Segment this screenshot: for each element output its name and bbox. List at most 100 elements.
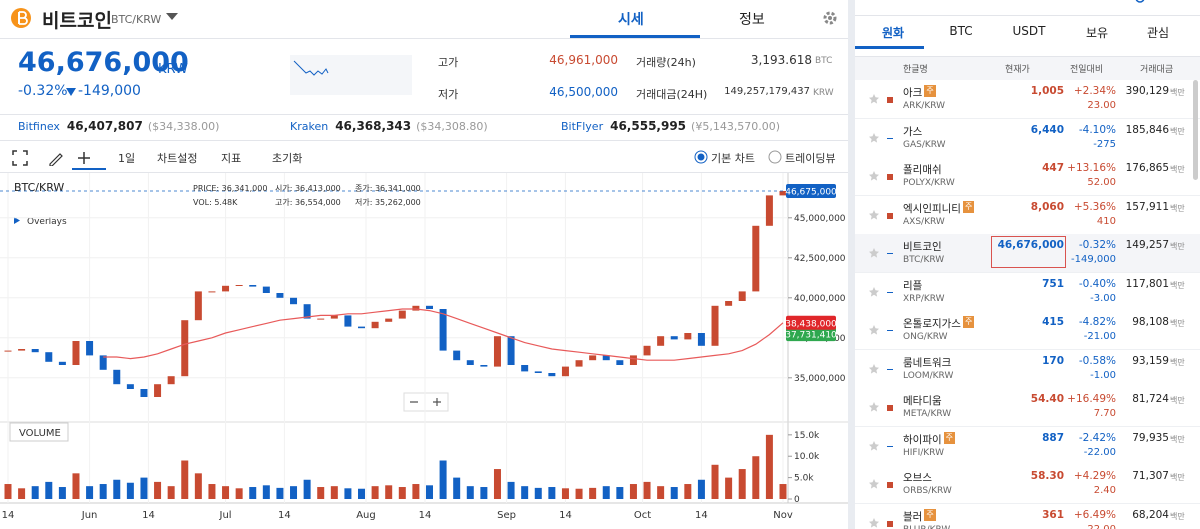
coin-name[interactable]: 온톨로지가스 (903, 318, 961, 330)
price-chart: BTC/KRW Overlays VOLUME 35,000,00037,500… (0, 173, 848, 529)
price-tag-label: 46,675,000 (785, 188, 837, 198)
candle (140, 389, 148, 397)
dropdown[interactable] (166, 13, 178, 21)
exchange-name[interactable]: Bitfinex (18, 120, 60, 133)
row-icons[interactable] (869, 363, 899, 374)
volume-bar (725, 477, 733, 499)
candle (290, 297, 298, 305)
toolbar-button[interactable]: 차트설정 (157, 152, 198, 165)
coin-name[interactable]: 엑시인피니티 (903, 202, 961, 215)
volume-bar (385, 485, 393, 499)
coin-change: 2.40 (1093, 485, 1116, 496)
volume-bar (657, 486, 665, 499)
volume-bar (317, 487, 325, 499)
zoom-buttons[interactable] (403, 392, 449, 412)
toolbar-button[interactable]: 1일 (118, 152, 136, 165)
candle (398, 310, 406, 319)
volume-bar (208, 484, 216, 499)
candle (657, 336, 665, 346)
coin-name[interactable]: 아크 (903, 87, 923, 99)
x-tick-label: 14 (142, 510, 155, 521)
row-icons[interactable] (869, 286, 899, 297)
column-label[interactable]: 거래대금 (1140, 65, 1174, 75)
row-icons[interactable] (869, 325, 899, 335)
row-icons[interactable] (869, 94, 899, 104)
row-icons[interactable] (869, 248, 899, 258)
volume-bar (412, 484, 420, 499)
stat-label: 거래량(24h) (636, 56, 696, 69)
x-tick-label: Sep (497, 510, 516, 521)
coin-name[interactable]: 하이파이 (903, 433, 942, 446)
row-icons[interactable] (869, 171, 899, 181)
volume-bar (616, 487, 624, 499)
coin-amount-unit: 백만 (1170, 434, 1185, 444)
x-tick-label: Jun (81, 510, 98, 521)
coin-name[interactable]: 오브스 (903, 472, 932, 484)
coin-code: ORBS/KRW (903, 486, 952, 496)
volume-bar (58, 487, 66, 499)
overlay-toggle[interactable] (14, 217, 20, 224)
exchange-name[interactable]: BitFlyer (561, 120, 604, 133)
volume-bar (602, 486, 610, 499)
volume-bar (779, 484, 787, 499)
candle (575, 360, 583, 367)
coin-name[interactable]: 리플 (903, 279, 923, 292)
market-tab[interactable]: BTC (949, 24, 973, 38)
volume-tick-label: 15.0k (794, 431, 820, 441)
coin-name[interactable]: 메타디움 (903, 395, 942, 407)
coin-code: POLYX/KRW (903, 178, 955, 188)
toolbar-button[interactable]: 지표 (221, 152, 242, 165)
row-icons[interactable] (869, 517, 899, 528)
row-icons[interactable] (869, 440, 899, 451)
coin-change: -149,000 (1071, 254, 1116, 265)
radio-off[interactable] (768, 150, 782, 164)
row-bg (855, 195, 1200, 235)
radio-on[interactable] (694, 150, 708, 164)
radio-label[interactable]: 기본 차트 (711, 152, 755, 165)
overlays[interactable]: Overlays (27, 217, 67, 227)
row-icons[interactable] (869, 209, 899, 220)
radio-label[interactable]: 트레이딩뷰 (785, 152, 836, 165)
market-tab[interactable]: 원화 (881, 26, 905, 40)
column-label[interactable]: 한글명 (903, 65, 928, 75)
candle (493, 336, 501, 367)
coin-name[interactable]: 폴리매쉬 (903, 164, 942, 176)
volume-bar (113, 479, 121, 499)
row-icons[interactable] (869, 132, 899, 143)
toolbar-button[interactable]: 초기화 (272, 152, 303, 165)
column-label[interactable]: 전일대비 (1070, 65, 1104, 75)
row-icons[interactable] (869, 479, 899, 489)
coin-name: 비트코인 (42, 10, 112, 32)
coin-name[interactable]: 룸네트워크 (903, 356, 952, 369)
scrollbar[interactable] (1193, 80, 1198, 180)
coin-amount: 390,129 (1125, 85, 1169, 97)
badge: 주 (924, 85, 936, 97)
chart-pair: BTC/KRW (14, 181, 64, 194)
candle (725, 301, 733, 306)
badge: 주 (962, 316, 975, 328)
volume-bar (72, 473, 80, 499)
volume-tick-label: 10.0k (794, 452, 820, 462)
coin-amount-unit: 백만 (1170, 126, 1185, 136)
candle (72, 341, 80, 365)
market-tab[interactable]: USDT (1012, 24, 1046, 38)
row-bg (855, 349, 1200, 389)
coin-rate: -4.82% (1078, 316, 1116, 328)
tab-underline (570, 35, 700, 38)
market-tab[interactable]: 관심 (1146, 26, 1170, 40)
coin-name[interactable]: 블러 (903, 510, 923, 523)
settings-icon[interactable] (822, 10, 838, 26)
tab[interactable]: 시세 (618, 12, 644, 28)
search-icon[interactable] (1135, 0, 1147, 6)
coin-name[interactable]: 비트코인 (903, 241, 942, 253)
exchange-name[interactable]: Kraken (290, 120, 329, 133)
volume-bar (181, 460, 189, 499)
tab[interactable]: 정보 (739, 12, 765, 28)
row-icons[interactable] (869, 402, 899, 412)
market-tab[interactable]: 보유 (1085, 26, 1109, 40)
coin-name[interactable]: 가스 (903, 125, 923, 138)
column-label[interactable]: 현재가 (1005, 65, 1030, 75)
volume-bar (4, 484, 12, 499)
volume-box (9, 422, 69, 442)
candle (45, 352, 53, 362)
